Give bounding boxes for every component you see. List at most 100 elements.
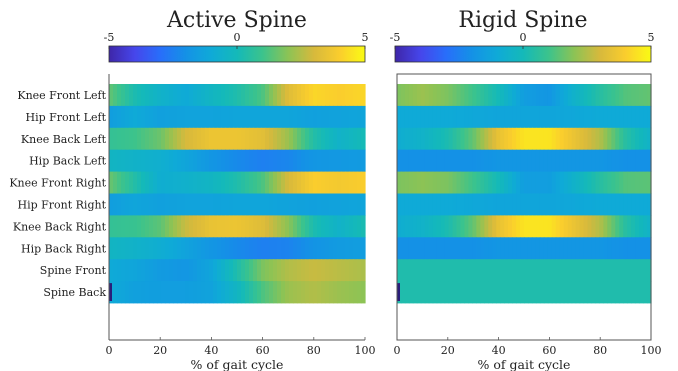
heatmap-cell — [551, 215, 557, 238]
row-label: Knee Front Left — [17, 89, 106, 102]
heatmap-cell — [432, 281, 438, 304]
heatmap-cell — [595, 193, 601, 216]
heatmap-cell — [512, 193, 517, 216]
heatmap-cell — [313, 149, 318, 172]
heatmap-cell — [400, 149, 406, 172]
heatmap-cell — [627, 237, 632, 260]
heatmap-cell — [472, 193, 477, 216]
heatmap-cell — [305, 237, 310, 260]
heatmap-cell — [217, 193, 222, 216]
heatmap-cell — [611, 215, 616, 238]
heatmap-cell — [221, 171, 226, 194]
heatmap-cell — [329, 149, 334, 172]
heatmap-cell — [153, 237, 158, 260]
heatmap-cell — [261, 281, 266, 304]
heatmap-cell — [161, 215, 166, 238]
heatmap-cell — [277, 149, 282, 172]
heatmap-cell — [133, 127, 138, 151]
heatmap-cell — [349, 127, 354, 151]
heatmap-cell — [137, 215, 142, 238]
heatmap-cell — [456, 259, 462, 282]
heatmap-cell — [269, 281, 274, 304]
heatmap-cell — [567, 127, 573, 151]
heatmap-cell — [452, 237, 458, 260]
heatmap-cell — [313, 84, 318, 107]
heatmap-cell — [448, 127, 454, 151]
heatmap-cell — [531, 127, 537, 151]
heatmap-row — [397, 281, 652, 304]
heatmap-cell — [337, 237, 342, 260]
heatmap-cell — [400, 127, 406, 151]
heatmap-cell — [329, 171, 334, 194]
heatmap-cell — [309, 281, 314, 304]
heatmap-cell — [412, 259, 418, 282]
heatmap-cell — [141, 193, 146, 216]
heatmap-cell — [137, 193, 142, 216]
heatmap-cell — [524, 149, 529, 172]
heatmap-cell — [137, 127, 142, 151]
heatmap-cell — [508, 237, 513, 260]
heatmap-cell — [639, 171, 644, 194]
heatmap-cell — [213, 215, 218, 238]
heatmap-cell — [468, 149, 474, 172]
heatmap-cell — [647, 171, 652, 194]
heatmap-cell — [161, 84, 166, 107]
heatmap-cell — [157, 193, 162, 216]
heatmap-cell — [145, 193, 150, 216]
heatmap-cell — [233, 171, 238, 194]
heatmap-cell — [436, 105, 442, 129]
heatmap-cell — [213, 281, 218, 304]
heatmap-cell — [408, 171, 414, 194]
heatmap-cell — [440, 171, 446, 194]
heatmap-cell — [476, 105, 481, 129]
heatmap-cell — [599, 127, 604, 151]
heatmap-cell — [400, 259, 406, 282]
heatmap-cell — [265, 259, 270, 282]
heatmap-cell — [289, 281, 294, 304]
heatmap-cell — [189, 84, 194, 107]
heatmap-cell — [121, 281, 126, 304]
heatmap-cell — [313, 215, 318, 238]
heatmap-cell — [221, 215, 226, 238]
heatmap-cell — [647, 237, 652, 260]
heatmap-cell — [225, 237, 230, 260]
heatmap-row — [109, 237, 366, 260]
heatmap-cell — [400, 84, 406, 107]
heatmap-cell — [181, 84, 186, 107]
heatmap-cell — [325, 149, 330, 172]
heatmap-cell — [317, 281, 322, 304]
heatmap-cell — [213, 193, 218, 216]
heatmap-cell — [213, 105, 218, 129]
heatmap-cell — [476, 149, 481, 172]
heatmap-cell — [643, 215, 648, 238]
heatmap-cell — [161, 149, 166, 172]
heatmap-cell — [496, 215, 501, 238]
heatmap-cell — [321, 127, 326, 151]
heatmap-cell — [301, 259, 306, 282]
heatmap-cell — [416, 215, 422, 238]
heatmap-cell — [397, 171, 402, 194]
heatmap-cell — [524, 215, 529, 238]
heatmap-cell — [125, 171, 130, 194]
heatmap-cell — [305, 105, 310, 129]
heatmap-cell — [225, 259, 230, 282]
heatmap-cell — [488, 237, 493, 260]
heatmap-cell — [535, 105, 541, 129]
heatmap-cell — [225, 84, 230, 107]
heatmap-cell — [273, 237, 278, 260]
heatmap-cell — [547, 105, 553, 129]
heatmap-cell — [551, 237, 557, 260]
heatmap-cell — [575, 281, 581, 304]
heatmap-cell — [508, 281, 513, 304]
heatmap-cell — [643, 149, 648, 172]
x-tick-label: 100 — [355, 344, 376, 357]
heatmap-cell — [547, 84, 553, 107]
heatmap-cell — [233, 193, 238, 216]
heatmap-cell — [504, 237, 509, 260]
heatmap-cell — [599, 237, 604, 260]
heatmap-cell — [480, 149, 485, 172]
row-label: Hip Front Right — [17, 198, 106, 211]
heatmap-cell — [285, 193, 290, 216]
heatmap-cell — [137, 171, 142, 194]
heatmap-cell — [412, 281, 418, 304]
